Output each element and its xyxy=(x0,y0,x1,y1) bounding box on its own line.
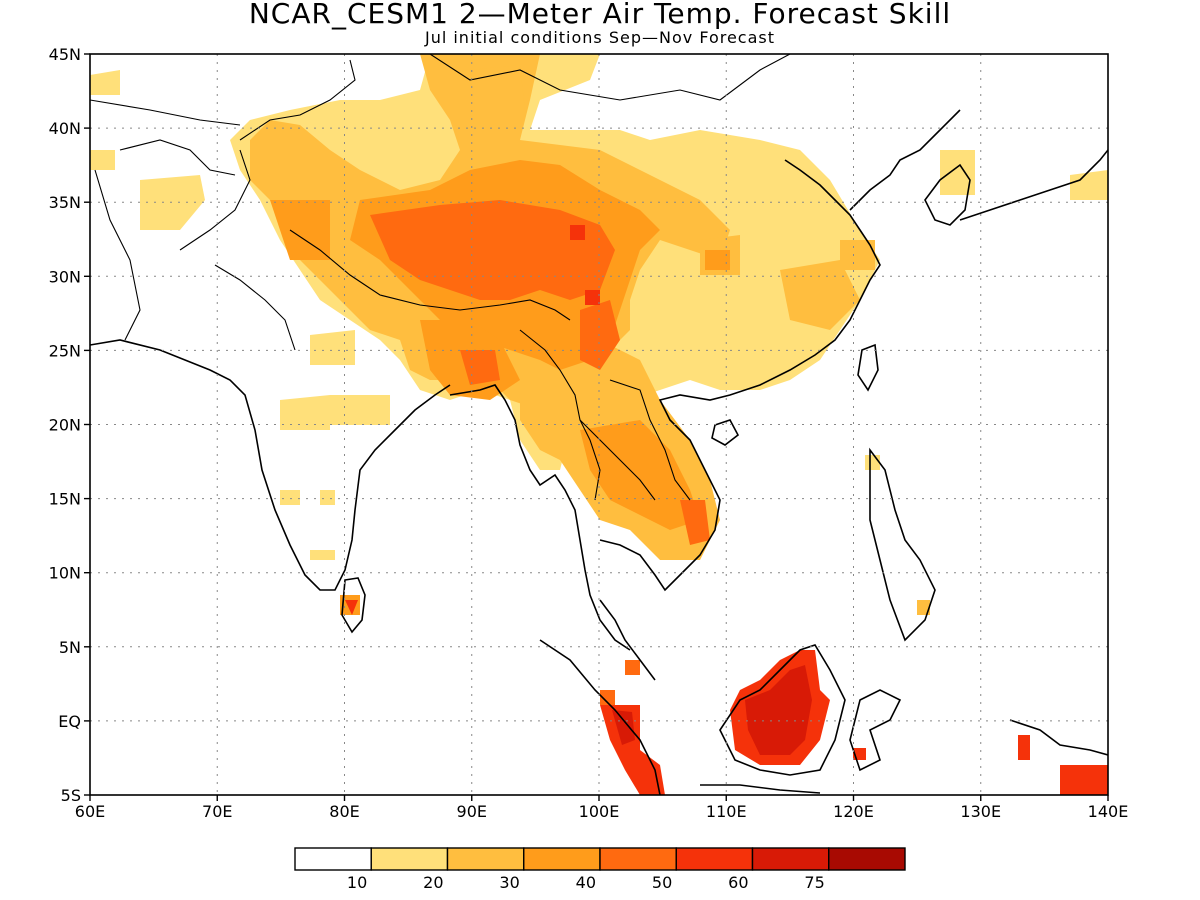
y-tick-label: 30N xyxy=(49,267,81,286)
y-tick-label: 10N xyxy=(49,564,81,583)
skill-area-iran-north xyxy=(90,70,120,95)
colorbar-swatch xyxy=(675,847,754,871)
colorbar-label: 75 xyxy=(804,873,824,892)
coastline-hainan xyxy=(711,419,740,446)
border-laos-vietnam xyxy=(609,379,691,501)
x-tick-label: 70E xyxy=(202,802,232,821)
coastline-malay-peninsula xyxy=(599,599,656,681)
y-tick-label: 35N xyxy=(49,193,81,212)
grid-layer xyxy=(90,54,1108,795)
colorbar-label: 40 xyxy=(576,873,596,892)
x-tick-label: 140E xyxy=(1088,802,1129,821)
colorbar-swatch xyxy=(370,847,449,871)
skill-area-bangladesh-high xyxy=(460,350,500,385)
coastline-taiwan xyxy=(857,343,879,392)
border-iran xyxy=(94,169,141,341)
coastline-korea xyxy=(924,163,971,226)
coastline-india xyxy=(90,339,451,591)
border-mongolia xyxy=(429,54,791,101)
border-myanmar xyxy=(519,329,601,501)
border-afghanistan xyxy=(119,139,236,176)
skill-area-sumatra-max xyxy=(600,705,665,795)
skill-area-hunan xyxy=(705,250,730,270)
skill-area-new-guinea-max xyxy=(1060,765,1108,795)
border-india-inner xyxy=(214,264,296,351)
skill-area-taiwan xyxy=(865,455,880,470)
y-tick-label: 20N xyxy=(49,416,81,435)
x-tick-label: 90E xyxy=(457,802,487,821)
coastline-sri-lanka xyxy=(341,577,366,634)
coastline-sumatra xyxy=(539,639,661,795)
colorbar: 10 20 30 40 50 60 75 xyxy=(294,847,906,892)
coastline-new-guinea xyxy=(1009,719,1108,756)
skill-area-afghan xyxy=(90,150,115,170)
y-tick-label: 15N xyxy=(49,490,81,509)
y-tick-label: 5N xyxy=(59,638,81,657)
y-tick-label: 40N xyxy=(49,119,81,138)
skill-area-east-china xyxy=(780,260,860,330)
colorbar-label: 10 xyxy=(347,873,367,892)
y-tick-label: 45N xyxy=(49,45,81,64)
x-tick-label: 60E xyxy=(75,802,105,821)
colorbar-swatch xyxy=(294,847,372,871)
border-thailand xyxy=(579,419,656,501)
border-central-asia xyxy=(90,99,241,126)
skill-area-india-west xyxy=(310,330,355,365)
page-title: NCAR_CESM1 2—Meter Air Temp. Forecast Sk… xyxy=(248,0,952,30)
x-tick-label: 130E xyxy=(960,802,1001,821)
border-layer xyxy=(90,54,791,501)
skill-area-indochina-core xyxy=(580,420,700,530)
skill-area-japan xyxy=(1070,170,1108,200)
colorbar-swatch xyxy=(523,847,601,871)
axis-layer: 60E 70E 80E 90E 100E 110E 120E 130E 140E 45N 40N 35… xyxy=(49,45,1129,821)
coastline-bohai xyxy=(849,109,961,211)
skill-area-tibet-high xyxy=(370,200,615,300)
skill-area-mongolia xyxy=(470,65,525,110)
colorbar-swatch xyxy=(751,847,830,871)
border-pakistan xyxy=(179,149,251,251)
coastline-philippines xyxy=(869,447,936,642)
coastline-borneo xyxy=(719,644,846,776)
skill-field-layer xyxy=(90,54,1108,795)
skill-area-india-central xyxy=(280,395,330,430)
colorbar-label: 50 xyxy=(652,873,672,892)
skill-area-deccan xyxy=(280,490,335,560)
colorbar-swatch xyxy=(828,847,906,871)
coastline-gulf-of-thailand xyxy=(599,159,881,592)
y-tick-label: 25N xyxy=(49,341,81,360)
y-tick-label: EQ xyxy=(58,712,81,731)
coastline-bay-of-bengal xyxy=(449,384,631,651)
colorbar-swatch xyxy=(599,847,677,871)
skill-area-vietnam-high xyxy=(680,500,710,545)
colorbar-label: 20 xyxy=(423,873,443,892)
x-tick-label: 120E xyxy=(833,802,874,821)
skill-area-china-northeast xyxy=(940,150,975,195)
skill-area-pakistan xyxy=(140,175,205,230)
skill-area-sri-lanka-max xyxy=(345,600,358,615)
skill-area-sumatra-high xyxy=(600,660,640,705)
coastline-layer xyxy=(90,109,1108,795)
y-tick-label: 5S xyxy=(61,786,81,805)
coastline-java xyxy=(700,784,821,794)
skill-area-india-east xyxy=(330,395,390,425)
colorbar-label: 30 xyxy=(499,873,519,892)
skill-area-yunnan-high xyxy=(580,300,620,370)
x-tick-label: 110E xyxy=(706,802,747,821)
skill-area-kashmir xyxy=(270,200,330,260)
colorbar-label: 60 xyxy=(728,873,748,892)
border-china-west xyxy=(239,59,356,141)
page-subtitle: Jul initial conditions Sep—Nov Forecast xyxy=(424,28,776,47)
x-tick-label: 80E xyxy=(329,802,359,821)
border-himalaya xyxy=(289,229,571,321)
skill-area-tibet-peak xyxy=(570,225,600,305)
colorbar-swatch xyxy=(446,847,525,871)
skill-area-philippines xyxy=(917,600,930,615)
x-tick-label: 100E xyxy=(579,802,620,821)
skill-area-jiangsu xyxy=(840,240,875,270)
skill-area-borneo-core xyxy=(745,665,812,755)
skill-area-sumatra-core xyxy=(612,710,635,745)
coastline-japan xyxy=(959,149,1108,221)
